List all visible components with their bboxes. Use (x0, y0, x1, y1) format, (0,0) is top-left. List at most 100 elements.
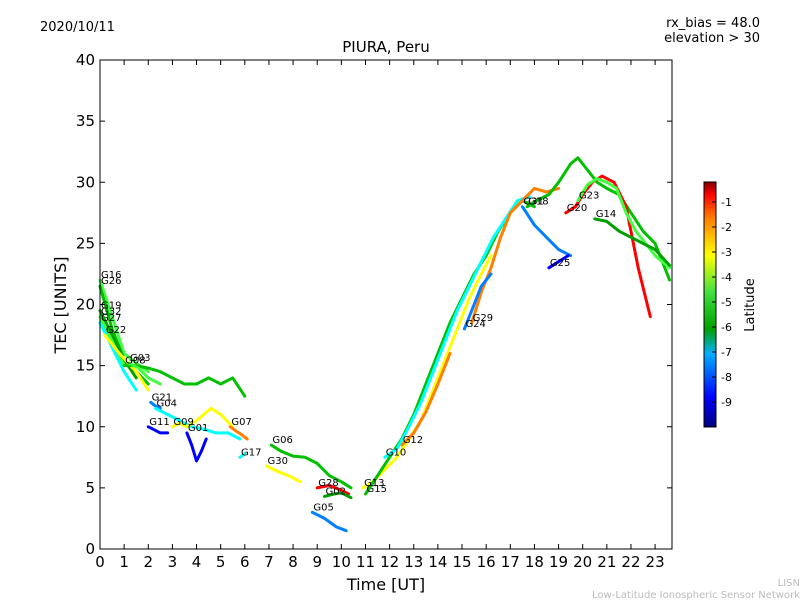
colorbar-label: Latitude (743, 278, 758, 332)
series-label-g22: G22 (106, 325, 126, 336)
y-tick-label: 0 (85, 540, 95, 558)
elevation-label: elevation > 30 (664, 31, 760, 46)
series-label-g31: G31 (523, 197, 543, 208)
series-label-g18: G18 (528, 197, 548, 208)
x-tick-label: 0 (95, 553, 105, 571)
series-label-g14: G14 (596, 209, 616, 220)
y-tick-label: 5 (85, 479, 95, 497)
series-g08 (122, 364, 247, 398)
series-label-g05: G05 (313, 502, 333, 513)
y-tick-label: 15 (76, 357, 95, 375)
x-tick-label: 19 (549, 553, 568, 571)
series-g01 (185, 431, 208, 463)
series-g30 (265, 464, 302, 484)
series-label-g32: G32 (101, 307, 121, 318)
colorbar-tick-label: -1 (721, 196, 732, 209)
x-tick-label: 17 (501, 553, 520, 571)
x-tick-label: 14 (428, 553, 447, 571)
series-g32 (98, 315, 126, 368)
series-label-g15: G15 (366, 484, 386, 495)
plot-area (100, 60, 672, 549)
series-g13 (361, 254, 493, 490)
series-g11 (146, 425, 170, 435)
x-tick-label: 5 (216, 553, 226, 571)
series-label-g02: G02 (325, 486, 345, 497)
series-g03 (127, 361, 162, 386)
series-label-g25: G25 (550, 258, 570, 269)
series-label-g23: G23 (579, 191, 599, 202)
y-tick-label: 30 (76, 173, 95, 191)
y-tick-label: 35 (76, 112, 95, 130)
x-tick-label: 23 (646, 553, 665, 571)
x-tick-label: 7 (264, 553, 274, 571)
x-tick-label: 9 (312, 553, 322, 571)
series-layer (98, 156, 672, 533)
y-tick-label: 20 (76, 296, 95, 314)
series-label-g10: G10 (386, 447, 406, 458)
series-g23 (576, 177, 672, 270)
x-tick-label: 4 (192, 553, 202, 571)
chart-title: PIURA, Peru (342, 38, 429, 56)
colorbar-tick-label: -5 (721, 296, 732, 309)
series-g02 (323, 491, 353, 500)
series-g04 (154, 406, 242, 441)
series-label-g03: G03 (130, 353, 150, 364)
x-tick-label: 12 (380, 553, 399, 571)
footer-lisn: LISN (778, 578, 800, 589)
series-g06 (269, 443, 353, 490)
x-tick-label: 8 (288, 553, 298, 571)
x-tick-label: 3 (168, 553, 178, 571)
series-g25 (547, 254, 570, 270)
series-g17 (238, 452, 247, 459)
colorbar-tick-label: -7 (721, 346, 732, 359)
series-g21 (149, 400, 162, 410)
series-label-g13: G13 (364, 478, 384, 489)
rx-bias-label: rx_bias = 48.0 (666, 16, 760, 31)
series-label-g01: G01 (188, 423, 208, 434)
series-g07 (228, 425, 249, 441)
series-label-g09: G09 (173, 417, 193, 428)
colorbar-ticks: -1 -2 -3 -4 -5 -6 -7 -8 -9 (712, 196, 732, 409)
colorbar-tick-label: -9 (721, 396, 732, 409)
x-tick-label: 13 (404, 553, 423, 571)
series-label-g06: G06 (272, 435, 292, 446)
x-tick-label: 1 (119, 553, 129, 571)
series-g09 (170, 406, 235, 429)
footer-network: Low-Latitude Ionospheric Sensor Network (592, 590, 800, 600)
axis-layer: 0 1 2 3 4 5 6 7 8 9 10 11 12 13 14 15 16 17 18 19 20 21 22 2305… (76, 51, 672, 571)
y-axis-label: TEC [UNITS] (51, 257, 70, 355)
series-label-g17: G17 (241, 447, 261, 458)
x-axis-label: Time [UT] (346, 575, 425, 594)
series-label-g16: G16 (101, 270, 121, 281)
series-label-g11: G11 (149, 417, 169, 428)
colorbar-tick-label: -8 (721, 371, 732, 384)
y-tick-label: 40 (76, 51, 95, 69)
series-label-g19: G19 (101, 301, 121, 312)
series-label-g12: G12 (403, 435, 423, 446)
colorbar-tick-label: -3 (721, 246, 732, 259)
x-tick-label: 15 (452, 553, 471, 571)
colorbar-tick-label: -4 (721, 271, 732, 284)
series-label-g27: G27 (101, 313, 121, 324)
x-tick-label: 18 (525, 553, 544, 571)
x-tick-label: 11 (356, 553, 375, 571)
colorbar-tick-label: -2 (721, 221, 732, 234)
x-tick-label: 20 (573, 553, 592, 571)
series-g18 (525, 156, 672, 282)
series-label-g21: G21 (152, 392, 172, 403)
series-g05 (310, 510, 348, 533)
y-tick-label: 10 (76, 418, 95, 436)
series-g24 (462, 272, 493, 331)
series-g19 (98, 309, 138, 380)
series-g10 (383, 195, 532, 459)
colorbar-tick-label: -6 (721, 321, 732, 334)
x-tick-label: 6 (240, 553, 250, 571)
series-label-g28: G28 (318, 478, 338, 489)
series-label-g29: G29 (473, 313, 493, 324)
colorbar (703, 181, 717, 428)
series-label-g08: G08 (125, 356, 145, 367)
series-g28 (315, 483, 351, 496)
y-tick-label: 25 (76, 234, 95, 252)
series-label-g20: G20 (567, 203, 587, 214)
